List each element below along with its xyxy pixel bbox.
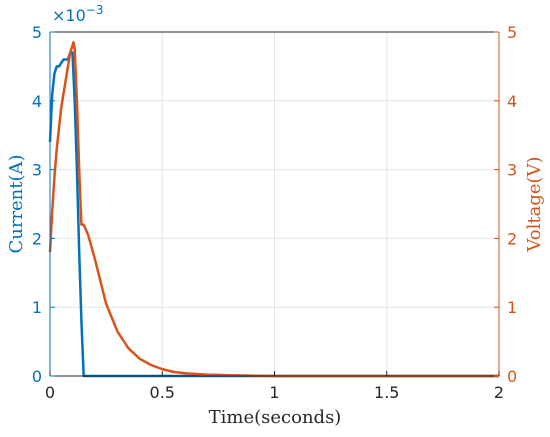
left-tick-label: 4 <box>32 92 42 111</box>
x-tick-label: 1 <box>269 383 279 402</box>
right-tick-label: 2 <box>507 229 517 248</box>
right-axis-ticks: 0 1 2 3 4 5 <box>494 23 517 386</box>
right-tick-label: 4 <box>507 92 517 111</box>
left-axis-label: Current(A) <box>6 154 27 253</box>
svg-text:×10−3: ×10−3 <box>52 3 103 25</box>
x-axis-ticks: 0 0.5 1 1.5 2 <box>45 371 504 402</box>
left-tick-label: 0 <box>32 367 42 386</box>
x-tick-label: 0 <box>45 383 55 402</box>
exponent-power: −3 <box>86 3 104 17</box>
left-tick-label: 1 <box>32 298 42 317</box>
right-axis-label: Voltage(V) <box>524 156 545 252</box>
left-tick-label: 2 <box>32 229 42 248</box>
left-tick-label: 3 <box>32 161 42 180</box>
x-tick-label: 2 <box>494 383 504 402</box>
left-axis-ticks: 0 1 2 3 4 5 <box>32 23 55 386</box>
x-tick-label: 0.5 <box>150 383 175 402</box>
x-axis-label: Time(seconds) <box>209 407 342 428</box>
right-tick-label: 5 <box>507 23 517 42</box>
exponent-base: ×10 <box>52 6 86 25</box>
x-tick-label: 1.5 <box>374 383 399 402</box>
right-tick-label: 3 <box>507 161 517 180</box>
left-axis-exponent: ×10−3 <box>52 3 103 25</box>
left-tick-label: 5 <box>32 23 42 42</box>
right-tick-label: 1 <box>507 298 517 317</box>
voltage-series-line <box>48 41 499 378</box>
right-tick-label: 0 <box>507 367 517 386</box>
